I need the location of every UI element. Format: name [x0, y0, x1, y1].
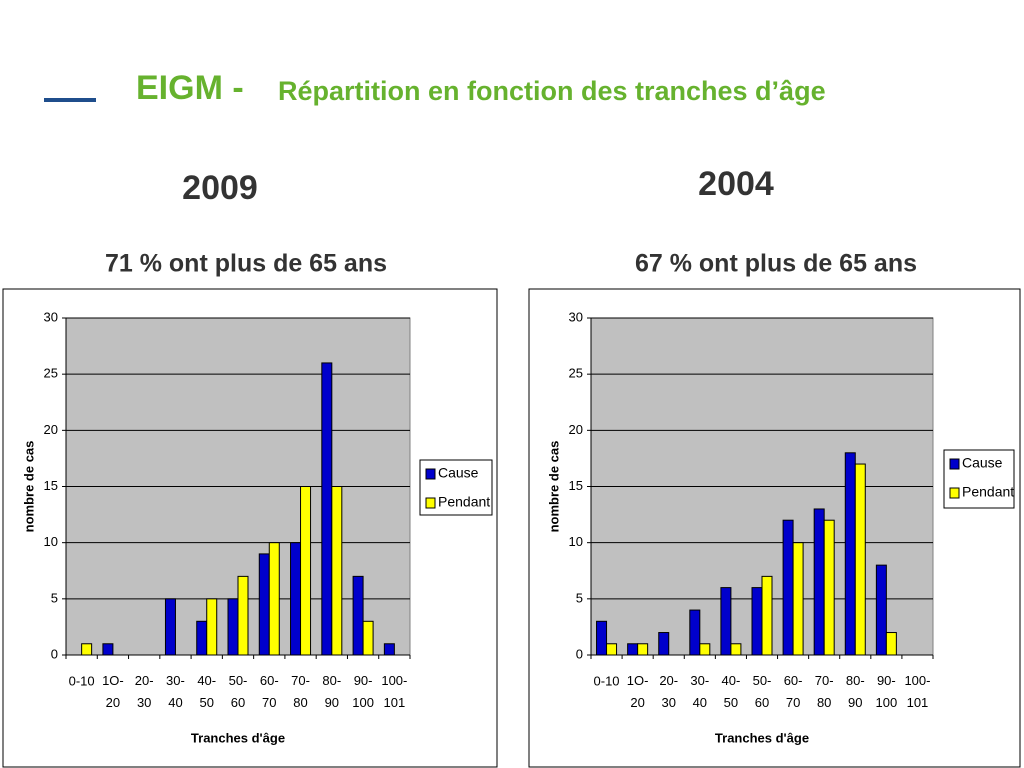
- x-tick-label: 90-100: [876, 673, 898, 710]
- chart-title: 71 % ont plus de 65 ans: [105, 250, 387, 278]
- x-tick-label: 40-50: [722, 673, 741, 710]
- chart-heading: 2004: [698, 165, 774, 203]
- y-tick-label: 15: [44, 478, 58, 493]
- bar: [383, 643, 395, 656]
- bar: [352, 575, 364, 656]
- x-tick-label: 90-100: [352, 673, 374, 710]
- y-tick-label: 15: [569, 478, 583, 493]
- x-tick-label: 1O-20: [102, 673, 124, 710]
- legend-label: Cause: [438, 465, 479, 481]
- legend-swatch: [425, 468, 436, 480]
- y-tick-label: 0: [576, 646, 583, 661]
- slide-title-lead: EIGM -: [136, 69, 244, 107]
- x-tick-label: 1O-20: [627, 673, 649, 710]
- bar: [689, 609, 701, 656]
- bar: [164, 598, 176, 656]
- x-tick-label: 50-60: [229, 673, 248, 710]
- bar: [720, 587, 732, 656]
- bar: [751, 587, 763, 656]
- x-tick-label: 40-50: [197, 673, 216, 710]
- y-tick-label: 20: [44, 422, 58, 437]
- x-tick-label: 0-10: [594, 673, 620, 688]
- x-tick-label: 30-40: [166, 673, 185, 710]
- x-tick-label: 30-40: [690, 673, 709, 710]
- bar: [627, 643, 639, 656]
- legend-swatch: [425, 497, 436, 509]
- slide-title: Répartition en fonction des tranches d’â…: [278, 76, 826, 106]
- bar: [362, 620, 374, 656]
- bar: [268, 542, 280, 656]
- x-tick-label: 20-30: [135, 673, 154, 710]
- bar: [813, 508, 825, 656]
- bar: [875, 564, 887, 656]
- x-tick-label: 60-70: [260, 673, 279, 710]
- y-tick-label: 5: [576, 590, 583, 605]
- y-tick-label: 25: [44, 366, 58, 381]
- x-axis-label: Tranches d'âge: [191, 730, 285, 745]
- bar: [290, 542, 302, 656]
- x-tick-label: 100-101: [381, 673, 407, 710]
- bar: [823, 519, 835, 656]
- bar: [761, 575, 773, 656]
- bar: [331, 486, 343, 656]
- x-tick-label: 70-80: [815, 673, 834, 710]
- y-axis-label: nombre de cas: [546, 441, 561, 533]
- bar: [206, 598, 218, 656]
- bar: [258, 553, 270, 656]
- x-tick-label: 70-80: [291, 673, 310, 710]
- y-tick-label: 30: [44, 309, 58, 324]
- x-tick-label: 0-10: [69, 673, 95, 688]
- y-tick-label: 20: [569, 422, 583, 437]
- bar: [637, 643, 649, 656]
- x-tick-label: 20-30: [659, 673, 678, 710]
- legend-label: Cause: [962, 455, 1003, 471]
- legend-label: Pendant: [438, 494, 490, 510]
- bar: [321, 362, 333, 656]
- y-tick-label: 25: [569, 366, 583, 381]
- bar: [885, 632, 897, 656]
- y-tick-label: 30: [569, 309, 583, 324]
- y-tick-label: 10: [44, 534, 58, 549]
- x-tick-label: 100-101: [904, 673, 930, 710]
- y-tick-label: 0: [51, 646, 58, 661]
- bar: [102, 643, 114, 656]
- bar: [792, 542, 804, 656]
- x-tick-label: 60-70: [784, 673, 803, 710]
- bar: [196, 620, 208, 656]
- x-axis-label: Tranches d'âge: [715, 730, 809, 745]
- bar: [81, 643, 93, 656]
- chart-heading: 2009: [182, 169, 258, 207]
- y-tick-label: 10: [569, 534, 583, 549]
- bar: [227, 598, 239, 656]
- chart-title: 67 % ont plus de 65 ans: [635, 250, 917, 278]
- bar: [730, 643, 742, 656]
- bar: [237, 575, 249, 656]
- bar: [596, 620, 608, 656]
- bar: [606, 643, 618, 656]
- x-tick-label: 50-60: [753, 673, 772, 710]
- legend-label: Pendant: [962, 484, 1014, 500]
- x-tick-label: 80-90: [846, 673, 865, 710]
- bar: [782, 519, 794, 656]
- legend-swatch: [949, 458, 960, 470]
- bar: [300, 486, 312, 656]
- bar: [658, 632, 670, 656]
- bar: [844, 452, 856, 656]
- legend-swatch: [949, 487, 960, 499]
- y-tick-label: 5: [51, 590, 58, 605]
- x-tick-label: 80-90: [322, 673, 341, 710]
- bar: [699, 643, 711, 656]
- bar: [854, 463, 866, 656]
- y-axis-label: nombre de cas: [21, 441, 36, 533]
